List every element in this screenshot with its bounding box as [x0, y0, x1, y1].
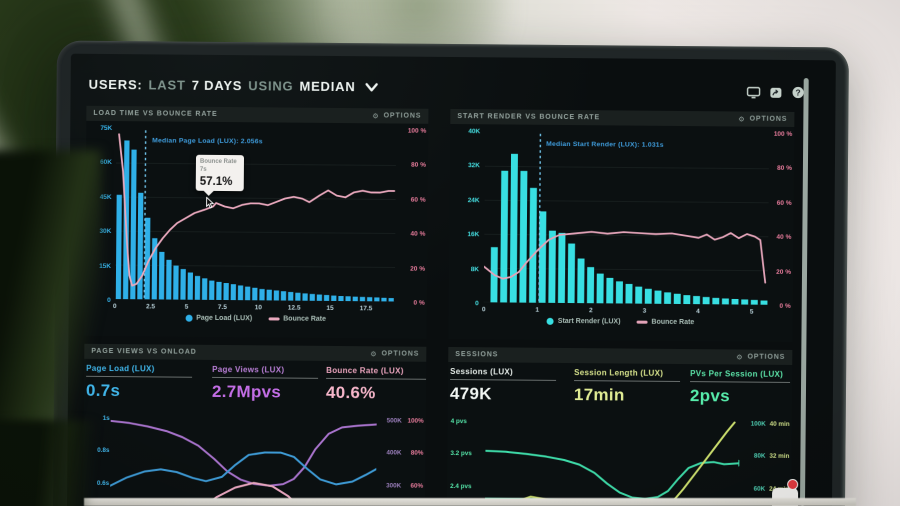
gear-icon: ⚙ [372, 111, 380, 120]
axis-label: 80K [753, 452, 766, 460]
title-segment: 7 DAYS [191, 77, 243, 94]
svg-text:?: ? [795, 87, 800, 97]
tooltip-value: 57.1% [199, 175, 233, 188]
dashboard-title-dropdown[interactable]: USERS: LAST 7 DAYS USING MEDIAN [89, 77, 379, 95]
foreground-leaf [0, 420, 110, 506]
chevron-down-icon[interactable] [364, 82, 378, 92]
axis-label: 100% [407, 417, 424, 425]
panel-load-time-vs-bounce-rate: LOAD TIME VS BOUNCE RATE ⚙ OPTIONS 75K 60K… [84, 105, 429, 339]
mouse-cursor-icon [206, 196, 215, 214]
share-icon[interactable] [769, 86, 782, 104]
metric-value: 2pvs [689, 386, 730, 406]
notification-badge [787, 478, 799, 491]
panel-header: SESSIONS ⚙ OPTIONS [448, 346, 793, 365]
metric-pvs-per-session: PVs Per Session (LUX) 2pvs [689, 369, 791, 407]
axis-label: 300K [386, 482, 402, 490]
metric-label: Sessions (LUX) [450, 366, 557, 381]
axis-label: 2.4 pvs [450, 482, 472, 491]
metric-value: 17min [573, 385, 625, 405]
onload-line-chart[interactable] [110, 404, 377, 503]
metric-value: 40.6% [325, 382, 376, 403]
title-segment: LAST [148, 77, 186, 93]
load-time-chart[interactable] [114, 129, 396, 303]
start-render-chart[interactable] [483, 132, 769, 306]
panel-header: LOAD TIME VS BOUNCE RATE ⚙ OPTIONS [86, 105, 429, 124]
panel-header: PAGE VIEWS VS ONLOAD ⚙ OPTIONS [84, 343, 427, 362]
panel-page-views-vs-onload: PAGE VIEWS VS ONLOAD ⚙ OPTIONS Page Load … [83, 343, 427, 503]
tooltip-subtitle: 7s [199, 166, 207, 173]
metric-sessions: Sessions (LUX) 479K [449, 366, 557, 405]
axis-label: 40 min [769, 420, 790, 428]
median-annotation: Median Start Render (LUX): 1.031s [546, 140, 664, 149]
header-toolbar: ? [746, 86, 804, 105]
title-segment: USING [248, 78, 294, 94]
median-annotation: Median Page Load (LUX): 2.056s [152, 137, 263, 146]
metric-label: Page Views (LUX) [212, 364, 319, 379]
laptop-bezel: USERS: LAST 7 DAYS USING MEDIAN ? LOA [52, 40, 849, 506]
metric-session-length: Session Length (LUX) 17min [573, 368, 681, 406]
panel-sessions: SESSIONS ⚙ OPTIONS Sessions (LUX) 479K Se… [446, 346, 793, 506]
chart-tooltip: Bounce Rate 7s 57.1% [195, 154, 245, 191]
y-axis-left: 40K 32K 24K 16K 8K 0 [467, 128, 481, 308]
metric-label: Session Length (LUX) [574, 368, 681, 382]
axis-label: 400K [386, 449, 402, 457]
axis-label: 80% [410, 449, 424, 457]
panel-title: PAGE VIEWS VS ONLOAD [91, 347, 197, 356]
gear-icon: ⚙ [736, 352, 744, 362]
metric-value: 479K [449, 383, 492, 404]
help-icon[interactable]: ? [791, 86, 804, 104]
axis-label: 500K [386, 417, 402, 425]
axis-label: 32 min [769, 452, 790, 460]
sessions-line-chart[interactable] [484, 407, 740, 506]
axis-label: 60K [753, 485, 766, 493]
y-axis-right: 100 % 80 % 60 % 40 % 20 % 0 % [407, 127, 427, 307]
metric-value: 2.7Mpvs [211, 381, 282, 402]
metric-page-views: Page Views (LUX) 2.7Mpvs [211, 364, 319, 403]
panel-title: START RENDER VS BOUNCE RATE [457, 113, 601, 122]
axis-label: 100K [750, 420, 766, 428]
laptop-bottom-edge [84, 498, 856, 506]
panel-header: START RENDER VS BOUNCE RATE ⚙ OPTIONS [450, 108, 795, 127]
laptop-screen: USERS: LAST 7 DAYS USING MEDIAN ? LOA [66, 53, 836, 506]
metric-bounce-rate: Bounce Rate (LUX) 40.6% [325, 365, 427, 404]
panel-title: SESSIONS [455, 351, 499, 359]
metric-label: Bounce Rate (LUX) [326, 365, 427, 380]
title-segment: USERS: [88, 76, 143, 93]
axis-label: 4 pvs [450, 417, 467, 426]
panel-start-render-vs-bounce-rate: START RENDER VS BOUNCE RATE ⚙ OPTIONS 40K… [448, 108, 795, 342]
tooltip-title: Bounce Rate [199, 158, 237, 166]
options-button[interactable]: ⚙ OPTIONS [370, 349, 420, 358]
gear-icon: ⚙ [370, 349, 378, 358]
title-segment: MEDIAN [299, 78, 356, 95]
options-button[interactable]: ⚙ OPTIONS [372, 111, 422, 120]
metric-label: PVs Per Session (LUX) [690, 369, 791, 383]
gear-icon: ⚙ [738, 114, 746, 124]
axis-label: 60% [410, 482, 424, 490]
panel-title: LOAD TIME VS BOUNCE RATE [93, 109, 218, 118]
scrollbar[interactable] [799, 78, 809, 506]
axis-label: 3.2 pvs [450, 449, 472, 458]
options-button[interactable]: ⚙ OPTIONS [736, 352, 786, 362]
options-button[interactable]: ⚙ OPTIONS [738, 114, 788, 124]
display-icon[interactable] [746, 86, 761, 104]
